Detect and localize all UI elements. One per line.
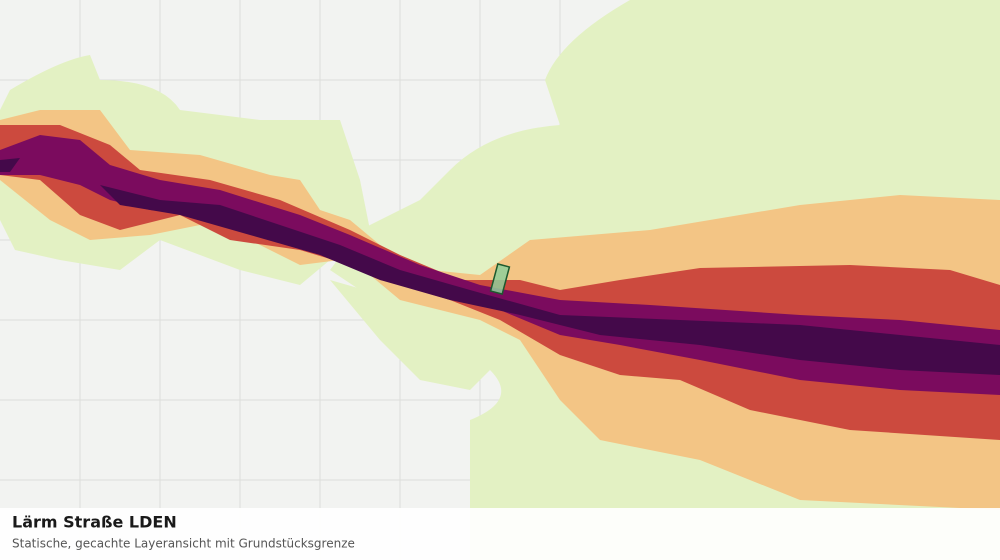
parcel-boundary[interactable] [489, 263, 511, 295]
layer-subtitle: Statische, gecachte Layeransicht mit Gru… [12, 537, 355, 551]
info-panel [0, 508, 1000, 560]
layer-title: Lärm Straße LDEN [12, 513, 177, 532]
noise-zone-extreme [0, 158, 1000, 375]
